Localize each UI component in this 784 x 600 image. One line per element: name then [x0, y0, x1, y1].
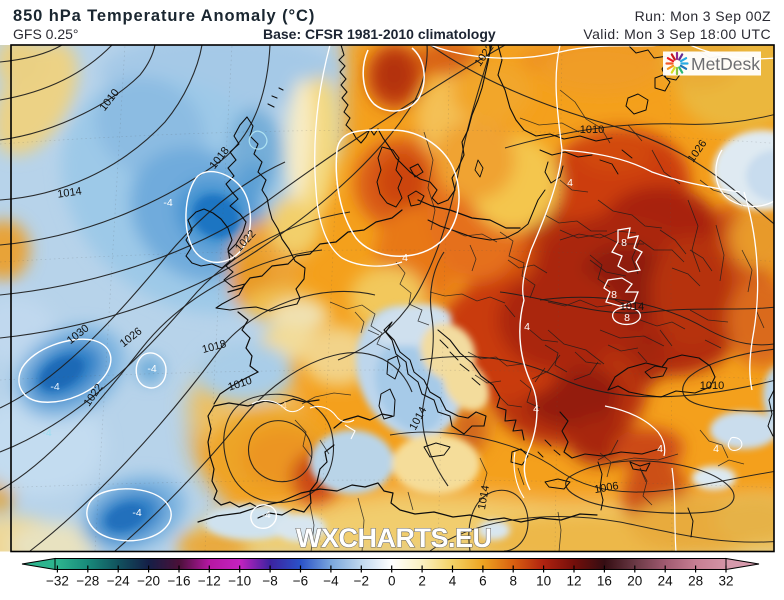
svg-text:−6: −6: [293, 574, 308, 589]
svg-text:4: 4: [281, 400, 287, 412]
svg-text:−20: −20: [137, 574, 160, 589]
svg-text:4: 4: [449, 574, 457, 589]
svg-text:−8: −8: [262, 574, 277, 589]
svg-text:−12: −12: [198, 574, 221, 589]
svg-text:−10: −10: [228, 574, 251, 589]
svg-text:−2: −2: [354, 574, 369, 589]
svg-text:8: 8: [621, 237, 627, 249]
svg-text:−16: −16: [168, 574, 191, 589]
svg-text:4: 4: [402, 252, 408, 264]
svg-text:10: 10: [536, 574, 551, 589]
svg-text:28: 28: [688, 574, 703, 589]
svg-text:1010: 1010: [700, 380, 724, 392]
svg-text:32: 32: [718, 574, 733, 589]
svg-text:1014: 1014: [620, 301, 644, 313]
svg-text:−4: −4: [323, 574, 339, 589]
svg-text:8: 8: [624, 312, 630, 324]
svg-text:6: 6: [479, 574, 487, 589]
svg-text:1014: 1014: [476, 484, 492, 510]
svg-text:2: 2: [418, 574, 426, 589]
svg-text:4: 4: [713, 443, 719, 455]
svg-text:-4: -4: [42, 427, 51, 439]
svg-text:-4: -4: [50, 381, 59, 393]
svg-text:-4: -4: [132, 507, 141, 519]
svg-text:1006: 1006: [593, 480, 619, 496]
svg-text:24: 24: [658, 574, 674, 589]
svg-text:12: 12: [566, 574, 581, 589]
svg-text:4: 4: [533, 403, 539, 415]
svg-text:-4: -4: [147, 363, 156, 375]
svg-text:MetDesk: MetDesk: [691, 54, 760, 74]
svg-text:4: 4: [567, 177, 573, 189]
svg-text:−24: −24: [107, 574, 130, 589]
svg-text:-4: -4: [261, 509, 270, 521]
svg-text:−28: −28: [76, 574, 99, 589]
svg-text:WXCHARTS.EU: WXCHARTS.EU: [296, 523, 492, 553]
svg-text:8: 8: [509, 574, 517, 589]
svg-text:1014: 1014: [57, 185, 83, 200]
svg-text:0: 0: [388, 574, 396, 589]
svg-text:4: 4: [657, 443, 663, 455]
svg-text:4: 4: [524, 321, 530, 333]
svg-text:1010: 1010: [580, 124, 604, 136]
svg-text:20: 20: [627, 574, 642, 589]
svg-text:−32: −32: [46, 574, 69, 589]
svg-text:8: 8: [611, 289, 617, 301]
svg-text:16: 16: [597, 574, 612, 589]
svg-text:-4: -4: [163, 197, 172, 209]
